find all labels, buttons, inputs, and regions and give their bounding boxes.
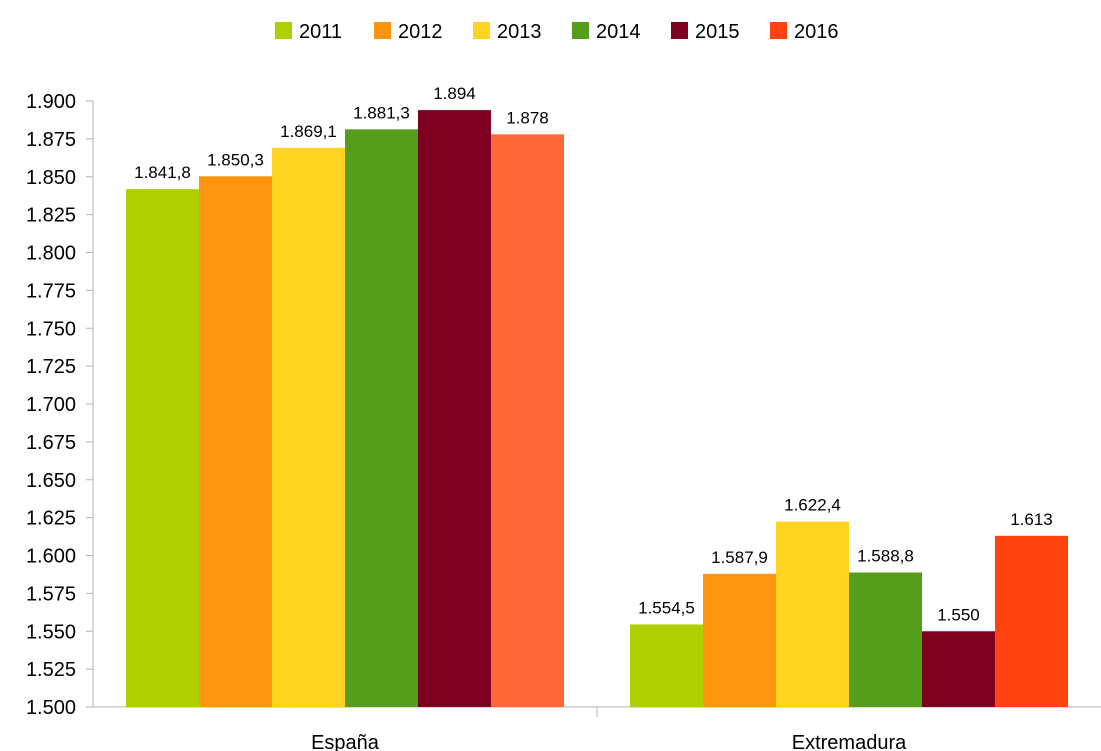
data-label: 1.841,8 xyxy=(134,163,191,182)
bar xyxy=(272,147,345,708)
data-label: 1.613 xyxy=(1010,510,1053,529)
bar xyxy=(776,521,849,707)
bar xyxy=(922,631,995,707)
x-tick-label: Extremadura xyxy=(792,732,907,751)
y-tick-label: 1.625 xyxy=(26,508,76,530)
y-tick-label: 1.900 xyxy=(26,91,76,113)
y-tick-label: 1.700 xyxy=(26,394,76,416)
y-tick-label: 1.775 xyxy=(26,280,76,302)
y-tick-label: 1.500 xyxy=(26,697,76,719)
y-tick-label: 1.600 xyxy=(26,546,76,568)
y-tick-label: 1.675 xyxy=(26,432,76,454)
legend-label: 2016 xyxy=(794,21,839,43)
data-label: 1.878 xyxy=(506,108,549,127)
legend-swatch xyxy=(275,22,292,39)
data-labels: 1.841,8 1.850,3 1.869,1 1.881,3 1.894 1.878 1.… xyxy=(134,84,1053,624)
y-tick-label: 1.875 xyxy=(26,129,76,151)
data-label: 1.550 xyxy=(937,605,980,624)
legend-swatch xyxy=(671,22,688,39)
data-label: 1.622,4 xyxy=(784,496,841,515)
x-tick-label: España xyxy=(311,732,380,751)
data-label: 1.588,8 xyxy=(857,546,914,565)
bar xyxy=(703,573,776,707)
y-tick-label: 1.550 xyxy=(26,621,76,643)
legend-label: 2013 xyxy=(497,21,542,43)
data-label: 1.869,1 xyxy=(280,122,337,141)
legend-swatch xyxy=(770,22,787,39)
legend-label: 2012 xyxy=(398,21,443,43)
legend-label: 2011 xyxy=(299,21,342,43)
legend-label: 2014 xyxy=(596,21,641,43)
y-tick-label: 1.750 xyxy=(26,318,76,340)
data-label: 1.850,3 xyxy=(207,150,264,169)
bar xyxy=(995,535,1068,707)
data-label: 1.894 xyxy=(433,84,476,103)
bar xyxy=(630,624,703,707)
bar xyxy=(345,129,418,707)
y-tick-label: 1.525 xyxy=(26,659,76,681)
data-label: 1.587,9 xyxy=(711,548,768,567)
y-tick-label: 1.725 xyxy=(26,356,76,378)
data-label: 1.554,5 xyxy=(638,598,695,617)
bar xyxy=(126,189,199,708)
y-tick-label: 1.650 xyxy=(26,470,76,492)
legend-swatch xyxy=(374,22,391,39)
bar xyxy=(491,134,564,707)
bar xyxy=(199,176,272,707)
y-tick-label: 1.850 xyxy=(26,167,76,189)
legend: 2011 2012 2013 2014 2015 2016 xyxy=(275,21,839,43)
bar xyxy=(418,110,491,708)
legend-label: 2015 xyxy=(695,21,740,43)
bars xyxy=(126,110,1068,708)
y-tick-label: 1.575 xyxy=(26,583,76,605)
axes: 1.500 1.525 1.550 1.575 1.600 1.625 1.650 1.675… xyxy=(26,91,1101,751)
bar xyxy=(849,572,922,707)
legend-swatch xyxy=(473,22,490,39)
y-tick-label: 1.825 xyxy=(26,205,76,227)
legend-swatch xyxy=(572,22,589,39)
y-tick-label: 1.800 xyxy=(26,243,76,265)
data-label: 1.881,3 xyxy=(353,103,410,122)
